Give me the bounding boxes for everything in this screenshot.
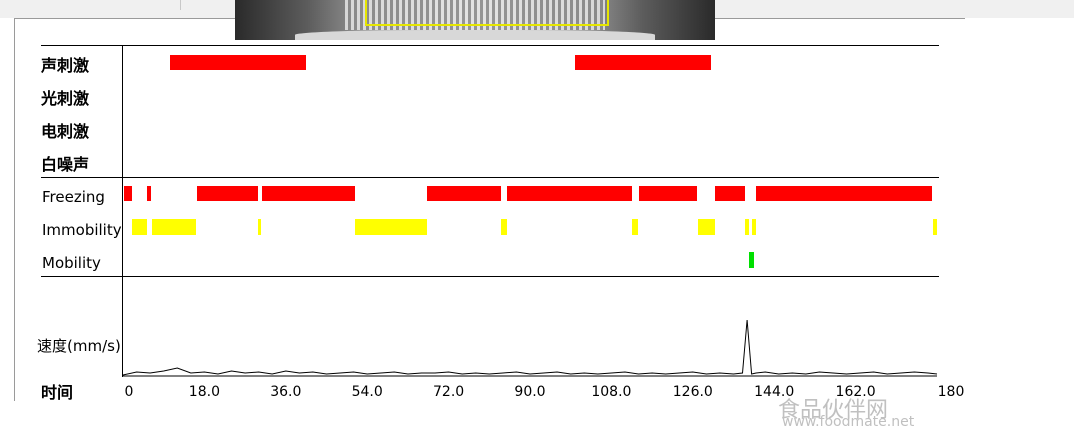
immobility-bar (751, 219, 756, 235)
row-label-mobility: Mobility (42, 254, 101, 272)
immobility-bar (132, 219, 147, 235)
time-tick: 54.0 (351, 384, 383, 400)
divider-top (41, 45, 939, 46)
axis-vertical (122, 45, 123, 377)
freezing-bar (123, 186, 133, 201)
time-tick: 108.0 (591, 384, 632, 400)
time-tick: 18.0 (188, 384, 220, 400)
freezing-bar (146, 186, 152, 201)
divider-state-speed (41, 276, 939, 277)
speed-line (122, 319, 938, 376)
immobility-bar (632, 219, 639, 235)
time-tick: 180 (937, 384, 965, 400)
time-tick: 0 (124, 384, 134, 400)
stimulus-bar (170, 55, 307, 70)
arena-floor (295, 30, 655, 40)
freezing-bar (261, 186, 355, 201)
time-tick: 36.0 (270, 384, 302, 400)
row-label-immobility: Immobility (42, 221, 122, 239)
time-tick: 126.0 (672, 384, 713, 400)
watermark-url: www.foodmate.net (782, 414, 915, 430)
mobility-bar (749, 252, 754, 268)
immobility-bar (932, 219, 937, 235)
row-label-freezing: Freezing (42, 188, 105, 206)
roi-box[interactable] (365, 0, 609, 26)
immobility-bar (745, 219, 750, 235)
immobility-bar (355, 219, 427, 235)
freezing-bar (715, 186, 745, 201)
immobility-bar (151, 219, 197, 235)
watermark-title: 食品伙伴网 (778, 398, 889, 423)
row-label-sound: 声刺激 (41, 56, 90, 75)
immobility-bar (697, 219, 715, 235)
time-tick: 72.0 (433, 384, 465, 400)
tab-divider (180, 0, 181, 10)
time-tick: 90.0 (514, 384, 546, 400)
freezing-bar (756, 186, 933, 201)
time-tick: 144.0 (754, 384, 795, 400)
immobility-bar (258, 219, 262, 235)
time-label: 时间 (41, 383, 74, 402)
time-tick: 162.0 (835, 384, 876, 400)
row-label-light: 光刺激 (41, 89, 90, 108)
freezing-bar (196, 186, 258, 201)
video-preview[interactable] (235, 0, 715, 40)
freezing-bar (507, 186, 632, 201)
speed-label: 速度(mm/s) (37, 337, 121, 355)
divider-stim-state (41, 177, 939, 178)
immobility-bar (501, 219, 507, 235)
freezing-bar (638, 186, 698, 201)
row-label-white-noise: 白噪声 (41, 155, 90, 174)
freezing-bar (427, 186, 501, 201)
row-label-shock: 电刺激 (41, 122, 90, 141)
stimulus-bar (575, 55, 711, 70)
